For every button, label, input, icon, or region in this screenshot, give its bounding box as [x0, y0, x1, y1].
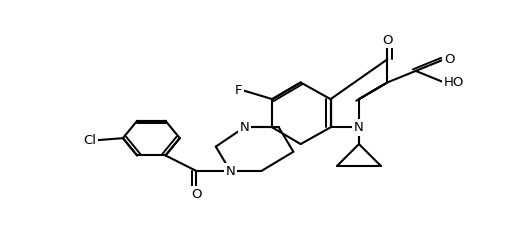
Text: F: F: [235, 84, 242, 97]
Text: O: O: [191, 188, 202, 201]
Text: Cl: Cl: [84, 134, 97, 147]
Text: HO: HO: [444, 76, 465, 89]
Text: N: N: [239, 121, 249, 134]
Text: N: N: [354, 121, 364, 134]
Text: O: O: [444, 53, 454, 66]
Text: O: O: [382, 34, 392, 47]
Text: N: N: [225, 164, 235, 178]
